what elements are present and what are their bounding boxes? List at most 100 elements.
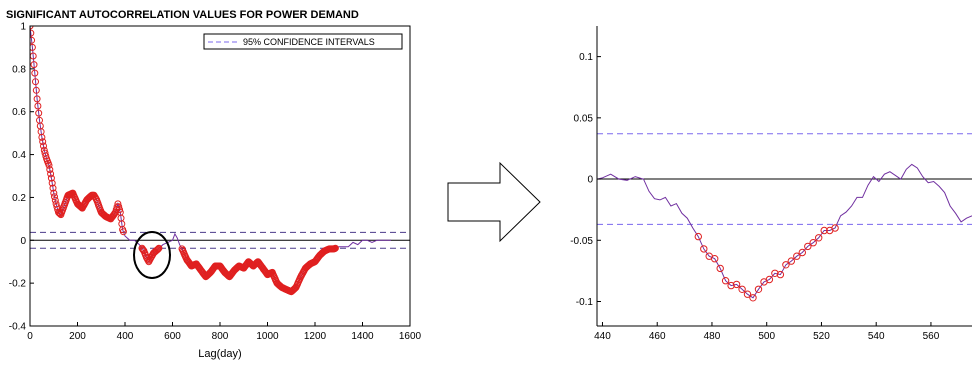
significant-point [30,29,35,37]
y-tick-label: -0.2 [9,279,27,290]
significant-point [743,290,752,298]
significant-point [765,275,774,284]
significant-point [809,239,817,247]
significant-point [782,261,790,269]
x-axis-label: Lag(day) [198,348,241,360]
significant-point [48,179,56,187]
y-axis-ticks: -0.4 -0.2 0 0.2 0.4 0.6 0.8 1 [9,22,34,333]
significant-point [32,78,39,86]
x-tick-label: 480 [704,331,721,342]
significant-point [754,285,763,293]
significant-point [721,277,730,285]
significant-point [46,166,54,174]
x-axis-ticks: 0 200 400 600 800 1000 1200 1400 1600 [27,322,422,342]
significant-point [771,269,779,277]
zoom-arrow [447,161,541,243]
significant-point [50,189,58,197]
x-tick-label: 200 [69,331,86,342]
significant-point [47,174,55,182]
legend: 95% CONFIDENCE INTERVALS [203,33,403,50]
significant-point [119,228,127,236]
y-tick-label: -0.1 [576,297,594,308]
y-tick-label: 0 [20,236,26,247]
x-tick-label: 800 [212,331,229,342]
x-tick-label: 400 [117,331,134,342]
significant-point [51,193,58,201]
x-tick-label: 1000 [256,331,279,342]
zoomed-chart: 440 460 480 500 520 540 560 -0.1 -0.05 0 0.05 0.1 [570,26,972,342]
significant-point [76,202,84,210]
significant-point [711,255,719,263]
significant-point [33,95,41,103]
zoom-plot-area [597,133,972,302]
autocorrelation-chart: SIGNIFICANT AUTOCORRELATION VALUES FOR P… [6,9,422,360]
significant-point [30,43,36,51]
x-tick-label: 1200 [304,331,327,342]
significant-point [820,226,828,235]
x-tick-label: 520 [813,331,830,342]
zoom-y-axis-ticks: -0.1 -0.05 0 0.05 0.1 [570,52,601,308]
chart-title: SIGNIFICANT AUTOCORRELATION VALUES FOR P… [6,9,359,21]
x-tick-label: 0 [27,331,33,342]
axes-box [29,25,411,327]
significant-point [47,170,55,178]
x-tick-label: 460 [649,331,666,342]
significant-point [56,210,64,218]
significant-point [831,224,839,232]
significant-point [30,36,36,44]
plot-layer [597,133,972,302]
significant-point [793,252,801,260]
significant-point [34,102,42,110]
significant-point [31,69,39,77]
y-tick-label: 0.4 [12,150,26,161]
autocorrelation-line [597,163,972,299]
significant-point [32,86,40,94]
highlight-circle [133,231,171,279]
significant-point [49,184,57,192]
x-tick-label: 1400 [351,331,374,342]
y-tick-label: 1 [20,22,26,33]
y-tick-label: 0.8 [12,64,26,75]
y-tick-label: 0 [587,175,593,186]
significant-point [776,270,785,279]
significant-point [30,61,38,69]
significant-point [116,206,123,214]
y-tick-label: 0.05 [574,113,594,124]
significant-point [787,257,795,265]
significant-point [155,244,163,252]
x-tick-label: 600 [164,331,181,342]
significant-point [738,285,746,293]
significant-point [694,232,702,241]
plot-layer [30,26,410,296]
arrow-shape [447,161,541,243]
y-tick-label: 0.1 [579,52,593,63]
significant-point [38,133,46,141]
significant-point [40,142,47,150]
zoom-x-axis-ticks: 440 460 480 500 520 540 560 [594,322,940,342]
y-tick-label: 0.2 [12,193,26,204]
significant-point [42,152,50,160]
significant-point [716,264,724,273]
x-tick-label: 540 [868,331,885,342]
significant-point [700,245,708,253]
significant-point [153,246,161,254]
autocorrelation-line [30,26,391,293]
significant-point [35,109,43,117]
significant-point [154,246,161,254]
y-tick-label: -0.05 [570,236,593,247]
x-tick-label: 560 [923,331,940,342]
legend-box [203,33,403,50]
x-tick-label: 440 [594,331,611,342]
significant-point [154,245,162,253]
x-tick-label: 500 [758,331,775,342]
significant-point [749,294,757,302]
significant-point [815,234,823,242]
y-tick-label: 0.6 [12,107,26,118]
x-tick-label: 1600 [399,331,422,342]
plot-area [30,26,410,296]
significant-point [804,242,812,251]
significant-point [798,248,806,257]
legend-label: 95% CONFIDENCE INTERVALS [243,37,375,47]
significant-point [39,138,47,146]
